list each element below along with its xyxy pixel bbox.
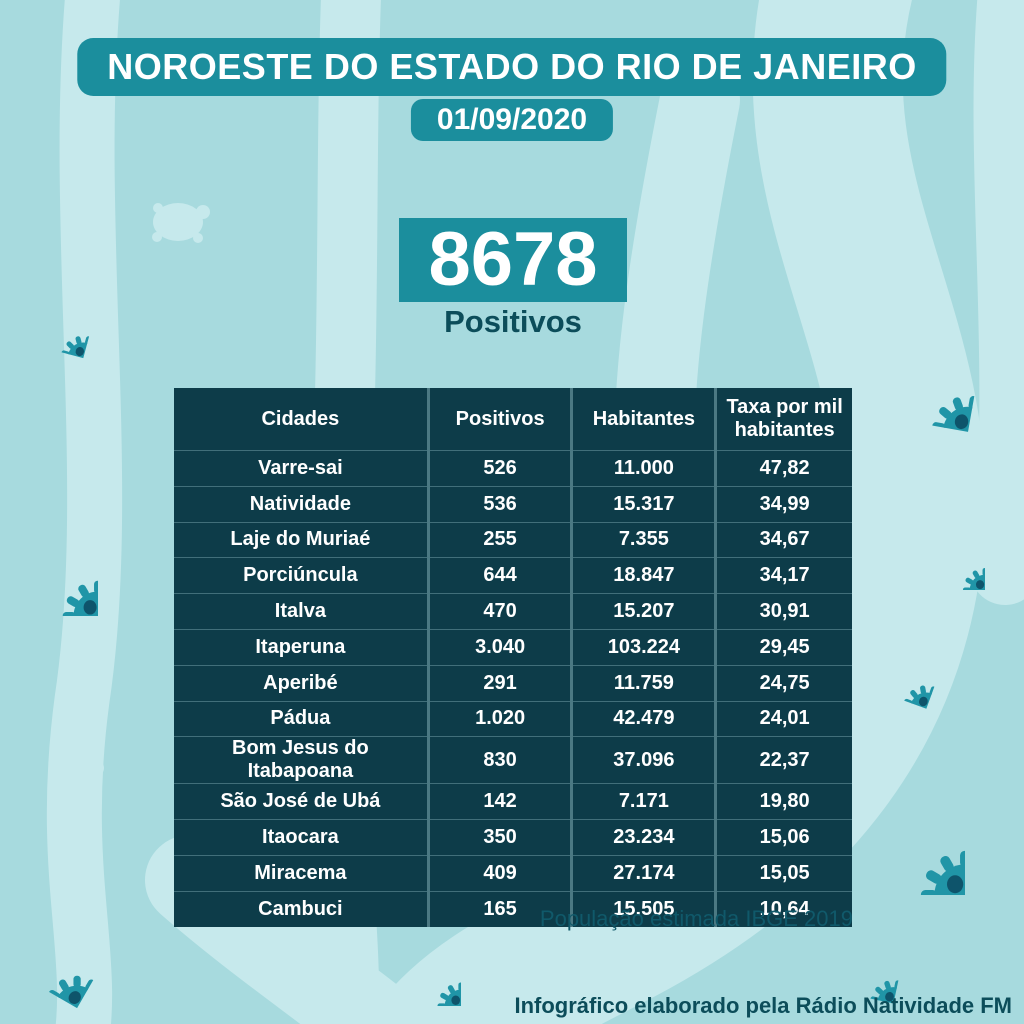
value-cell: 30,91 — [714, 593, 852, 630]
value-cell: 644 — [426, 557, 572, 594]
city-cell: Pádua — [174, 700, 429, 737]
table-row: Varre-sai 526 11.000 47,82 — [174, 450, 852, 487]
page-title: NOROESTE DO ESTADO DO RIO DE JANEIRO — [77, 38, 947, 96]
value-cell: 37.096 — [570, 736, 716, 784]
city-cell: Porciúncula — [174, 557, 429, 594]
city-cell: Itaocara — [174, 819, 429, 856]
value-cell: 11.000 — [570, 450, 716, 487]
value-cell: 29,45 — [714, 628, 852, 666]
city-cell: Laje do Muriaé — [174, 521, 429, 558]
credit-note: Infográfico elaborado pela Rádio Nativid… — [514, 993, 1012, 1018]
value-cell: 47,82 — [714, 450, 852, 487]
city-cell: Varre-sai — [174, 450, 429, 487]
total-positives-value: 8678 — [399, 218, 627, 302]
population-source-note: População estimada IBGE 2019 — [539, 906, 853, 931]
total-positives-label: Positivos — [444, 304, 582, 339]
city-cell: Italva — [174, 593, 429, 630]
value-cell: 7.171 — [570, 783, 716, 820]
value-cell: 15.505 — [570, 890, 716, 927]
date-badge: 01/09/2020 — [410, 99, 614, 141]
column-header-habitantes: Habitantes — [570, 388, 716, 451]
value-cell: 830 — [426, 736, 572, 784]
value-cell: 11.759 — [570, 664, 716, 702]
value-cell: 24,01 — [714, 700, 852, 737]
table-row: Pádua 1.020 42.479 24,01 — [174, 700, 852, 737]
value-cell: 22,37 — [714, 736, 852, 784]
value-cell: 34,99 — [714, 485, 852, 523]
value-cell: 42.479 — [570, 700, 716, 737]
value-cell: 255 — [426, 521, 572, 558]
table-row: Bom Jesus do Itabapoana 830 37.096 22,37 — [174, 736, 852, 784]
table-row: Aperibé 291 11.759 24,75 — [174, 664, 852, 702]
table-body: Varre-sai 526 11.000 47,82 Natividade 536 15.3… — [174, 450, 852, 927]
table-row: Itaocara 350 23.234 15,06 — [174, 819, 852, 856]
value-cell: 15.207 — [570, 593, 716, 630]
watermark-shape — [80, 203, 210, 778]
value-cell: 526 — [426, 450, 572, 487]
value-cell: 350 — [426, 819, 572, 856]
table-row: Cambuci 165 15.505 10,64 — [174, 890, 852, 927]
value-cell: 34,67 — [714, 521, 852, 558]
value-cell: 34,17 — [714, 557, 852, 594]
table-row: Miracema 409 27.174 15,05 — [174, 854, 852, 892]
value-cell: 15,05 — [714, 854, 852, 892]
value-cell: 19,80 — [714, 783, 852, 820]
table-header-row: Cidades Positivos Habitantes Taxa por mi… — [174, 388, 852, 451]
cities-table: Cidades Positivos Habitantes Taxa por mi… — [174, 388, 852, 927]
value-cell: 291 — [426, 664, 572, 702]
value-cell: 142 — [426, 783, 572, 820]
value-cell: 470 — [426, 593, 572, 630]
value-cell: 103.224 — [570, 628, 716, 666]
value-cell: 10,64 — [714, 890, 852, 927]
city-cell: São José de Ubá — [174, 783, 429, 820]
value-cell: 18.847 — [570, 557, 716, 594]
table-row: Italva 470 15.207 30,91 — [174, 593, 852, 630]
city-cell: Itaperuna — [174, 628, 429, 666]
table-row: Laje do Muriaé 255 7.355 34,67 — [174, 521, 852, 558]
table-row: Porciúncula 644 18.847 34,17 — [174, 557, 852, 594]
value-cell: 24,75 — [714, 664, 852, 702]
city-cell: Aperibé — [174, 664, 429, 702]
table-row: São José de Ubá 142 7.171 19,80 — [174, 783, 852, 820]
column-header-taxa: Taxa por mil habitantes — [714, 388, 852, 451]
value-cell: 3.040 — [426, 628, 572, 666]
value-cell: 409 — [426, 854, 572, 892]
value-cell: 23.234 — [570, 819, 716, 856]
column-header-cidades: Cidades — [261, 407, 340, 430]
value-cell: 1.020 — [426, 700, 572, 737]
city-cell: Miracema — [174, 854, 429, 892]
value-cell: 15.317 — [570, 485, 716, 523]
column-header-positivos: Positivos — [426, 388, 572, 451]
city-cell: Bom Jesus do Itabapoana — [174, 736, 429, 784]
table-row: Natividade 536 15.317 34,99 — [174, 485, 852, 523]
value-cell: 27.174 — [570, 854, 716, 892]
value-cell: 15,06 — [714, 819, 852, 856]
city-cell: Natividade — [174, 485, 429, 523]
value-cell: 7.355 — [570, 521, 716, 558]
table-row: Itaperuna 3.040 103.224 29,45 — [174, 628, 852, 666]
value-cell: 536 — [426, 485, 572, 523]
city-cell: Cambuci — [174, 890, 429, 927]
value-cell: 165 — [426, 890, 572, 927]
